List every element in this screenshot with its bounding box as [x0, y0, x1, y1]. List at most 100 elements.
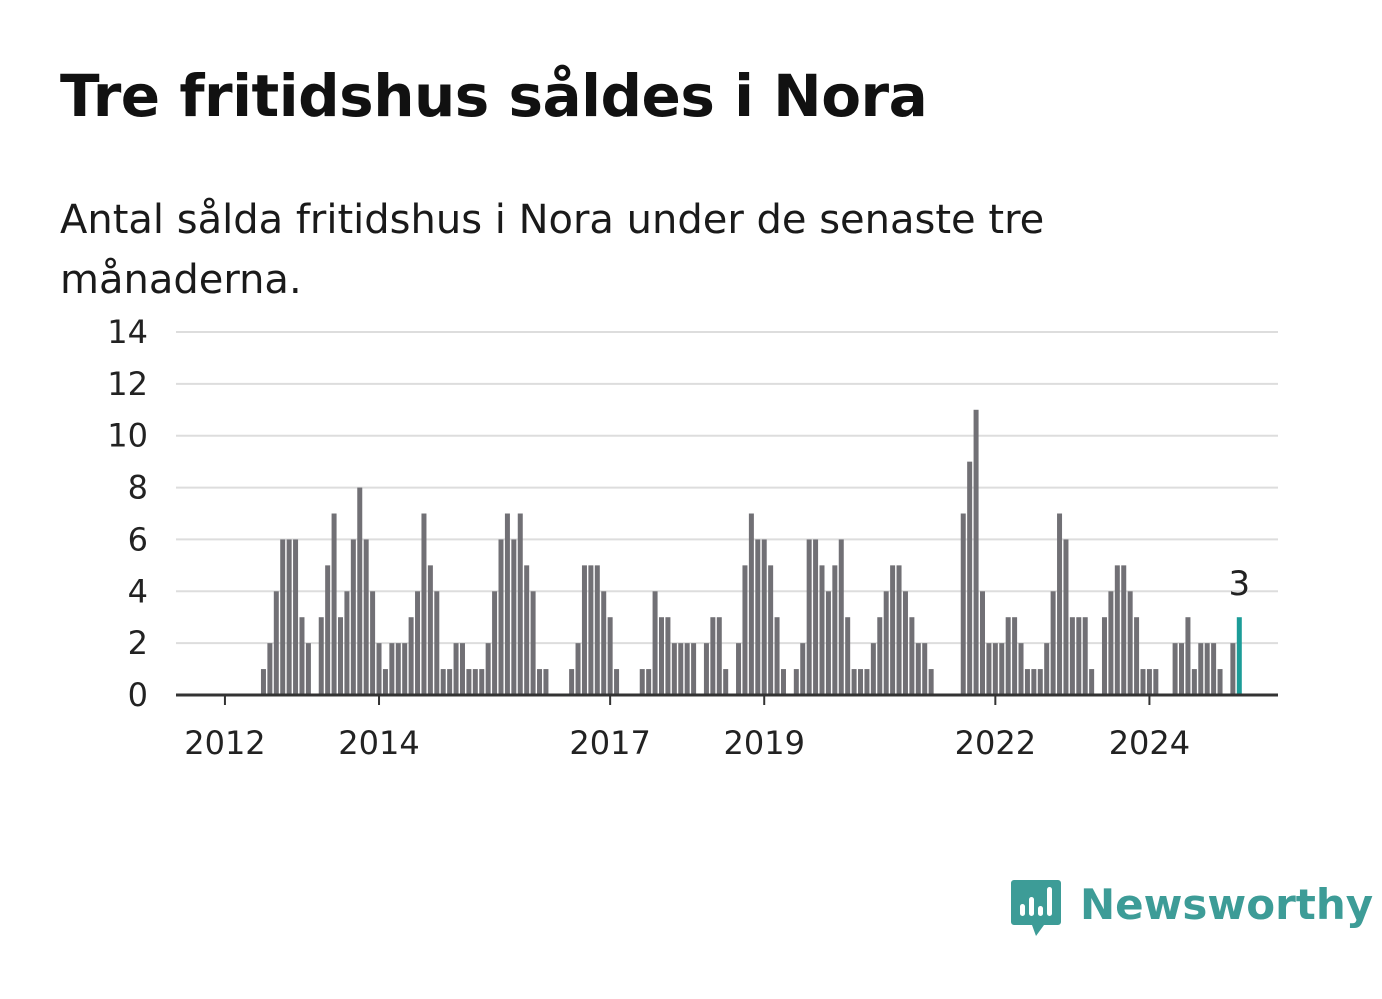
- y-tick-label: 10: [107, 417, 148, 455]
- bar: [408, 617, 414, 695]
- bar: [806, 539, 812, 695]
- bar: [825, 591, 831, 695]
- bar: [992, 643, 998, 695]
- x-axis: 2012 2014 2017 2019 2022 2024: [176, 693, 1278, 762]
- bar: [614, 669, 620, 695]
- y-tick-label: 12: [107, 365, 148, 403]
- bar: [344, 591, 350, 695]
- bar: [530, 591, 536, 695]
- bar: [569, 669, 575, 695]
- y-tick-label: 6: [128, 520, 148, 558]
- bar: [832, 565, 838, 695]
- bar: [543, 669, 549, 695]
- bar: [1044, 643, 1050, 695]
- bar: [793, 669, 799, 695]
- value-label: 3: [1228, 564, 1250, 604]
- bar: [267, 643, 273, 695]
- bar: [967, 461, 973, 695]
- bar: [350, 539, 356, 695]
- bar: [870, 643, 876, 695]
- bar: [479, 669, 485, 695]
- bar: [736, 643, 742, 695]
- x-tick-label: 2014: [338, 724, 419, 762]
- bar: [1198, 643, 1204, 695]
- bar: [325, 565, 331, 695]
- bar: [1114, 565, 1120, 695]
- bar: [459, 643, 465, 695]
- bar: [909, 617, 915, 695]
- bar: [800, 643, 806, 695]
- bar: [1108, 591, 1114, 695]
- y-tick-label: 4: [128, 572, 148, 610]
- bar: [376, 643, 382, 695]
- bar: [646, 669, 652, 695]
- bar: [1089, 669, 1095, 695]
- bar: [716, 617, 722, 695]
- bar: [915, 643, 921, 695]
- bar: [1037, 669, 1043, 695]
- bar: [710, 617, 716, 695]
- bar: [318, 617, 324, 695]
- bar: [524, 565, 530, 695]
- bar: [896, 565, 902, 695]
- bar: [273, 591, 279, 695]
- bar: [357, 487, 363, 695]
- bar: [537, 669, 543, 695]
- bar: [1057, 513, 1063, 695]
- bar: [960, 513, 966, 695]
- chart-speech-bubble-icon: [1011, 880, 1061, 936]
- bar: [293, 539, 299, 695]
- bar: [607, 617, 613, 695]
- bar-chart: 0 2 4 6 8 10 12 14 2012 2014 2017 2019 2022 2024 3: [107, 313, 1278, 762]
- bar: [813, 539, 819, 695]
- y-axis: 0 2 4 6 8 10 12 14: [107, 313, 148, 714]
- bar: [1018, 643, 1024, 695]
- bar: [511, 539, 517, 695]
- bar: [838, 539, 844, 695]
- bar: [453, 643, 459, 695]
- bar: [1076, 617, 1082, 695]
- bar: [517, 513, 523, 695]
- bar: [1031, 669, 1037, 695]
- bar: [986, 643, 992, 695]
- bar: [260, 669, 266, 695]
- bar: [440, 669, 446, 695]
- bar: [581, 565, 587, 695]
- bar: [890, 565, 896, 695]
- bar: [299, 617, 305, 695]
- bar: [1082, 617, 1088, 695]
- bar: [1069, 617, 1075, 695]
- bar: [639, 669, 645, 695]
- y-tick-label: 8: [128, 469, 148, 507]
- bar: [703, 643, 709, 695]
- bar: [1127, 591, 1133, 695]
- bar: [466, 669, 472, 695]
- bar: [331, 513, 337, 695]
- bar: [659, 617, 664, 695]
- y-tick-label: 2: [128, 624, 148, 662]
- bar: [864, 669, 870, 695]
- bar: [402, 643, 408, 695]
- bar: [363, 539, 369, 695]
- bar: [755, 539, 761, 695]
- bar: [691, 643, 697, 695]
- chart-title: Tre fritidshus såldes i Nora: [60, 62, 928, 130]
- bar: [1230, 643, 1236, 695]
- bar: [1050, 591, 1056, 695]
- bar: [858, 669, 864, 695]
- bar: [742, 565, 748, 695]
- bar: [902, 591, 908, 695]
- bar: [338, 617, 343, 695]
- bar: [1146, 669, 1152, 695]
- bar: [472, 669, 478, 695]
- bar: [1172, 643, 1178, 695]
- bar: [1179, 643, 1185, 695]
- bar: [498, 539, 504, 695]
- bar: [845, 617, 851, 695]
- y-tick-label: 0: [128, 676, 148, 714]
- bar: [286, 539, 292, 695]
- bar: [671, 643, 677, 695]
- bar: [421, 513, 427, 695]
- bar: [1217, 669, 1223, 695]
- x-tick-label: 2022: [955, 724, 1036, 762]
